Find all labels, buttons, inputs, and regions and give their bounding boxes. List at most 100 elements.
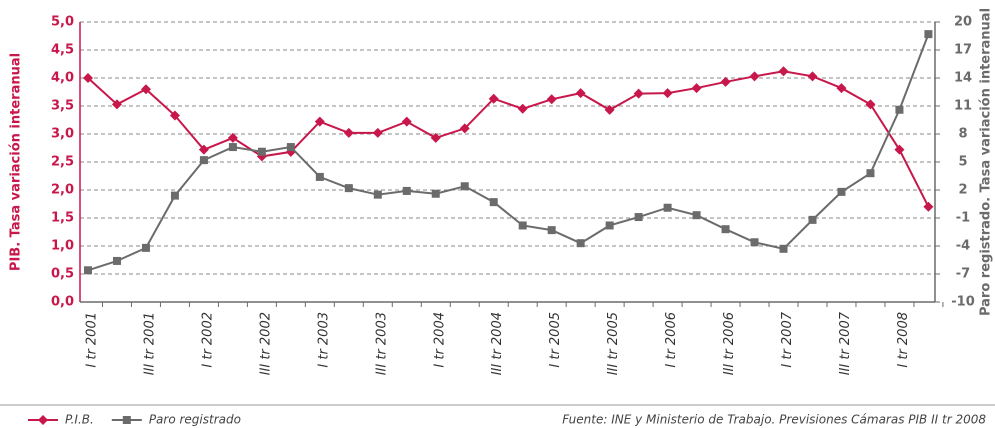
data-point bbox=[749, 71, 760, 82]
data-point bbox=[344, 184, 353, 193]
data-point bbox=[807, 71, 818, 82]
data-point bbox=[140, 84, 151, 95]
series-line bbox=[87, 70, 930, 208]
y2-tick-label: 8 bbox=[958, 127, 967, 142]
legend-marker bbox=[38, 415, 48, 425]
y-tick-label: 2,0 bbox=[51, 183, 74, 198]
data-point bbox=[575, 88, 586, 99]
y-tick-label: 4,0 bbox=[51, 71, 74, 86]
y2-tick-label: 17 bbox=[954, 43, 972, 58]
x-tick-label: I tr 2001 bbox=[85, 312, 100, 368]
data-point bbox=[546, 94, 557, 105]
data-point bbox=[720, 76, 731, 87]
data-point bbox=[517, 103, 528, 114]
data-point bbox=[459, 123, 470, 134]
data-point bbox=[778, 66, 789, 77]
data-point bbox=[634, 213, 643, 222]
data-point bbox=[488, 93, 499, 104]
data-point bbox=[112, 256, 121, 265]
legend-marker bbox=[122, 416, 131, 424]
legend-label: P.I.B. bbox=[65, 413, 94, 427]
y2-tick-label: -7 bbox=[956, 267, 970, 282]
data-point bbox=[518, 221, 527, 230]
data-point bbox=[576, 239, 585, 248]
data-point bbox=[431, 189, 440, 198]
data-point bbox=[257, 147, 266, 156]
data-point bbox=[865, 99, 876, 110]
y2-tick-label: -10 bbox=[951, 295, 975, 310]
data-point bbox=[604, 104, 615, 115]
data-point bbox=[402, 186, 411, 195]
data-point bbox=[866, 169, 875, 178]
y-tick-label: 2,5 bbox=[51, 155, 74, 170]
y2-tick-label: 20 bbox=[954, 15, 972, 30]
source: Fuente: INE y Ministerio de Trabajo. Pre… bbox=[562, 413, 986, 427]
data-point bbox=[401, 116, 412, 127]
x-tick-label: I tr 2007 bbox=[780, 311, 795, 367]
data-point bbox=[662, 88, 673, 99]
legend-label: Paro registrado bbox=[149, 413, 241, 427]
y-tick-label: 4,5 bbox=[51, 43, 74, 58]
x-tick-label: I tr 2002 bbox=[200, 312, 215, 368]
y-tick-label: 1,5 bbox=[51, 211, 74, 226]
y-tick-label: 3,5 bbox=[51, 99, 74, 114]
data-point bbox=[547, 226, 556, 235]
data-point bbox=[141, 243, 150, 252]
data-point bbox=[721, 225, 730, 234]
x-tick-label: I tr 2005 bbox=[548, 312, 563, 368]
x-tick-label: I tr 2004 bbox=[432, 312, 447, 368]
y-tick-label: 0,5 bbox=[51, 267, 74, 282]
x-tick-label: I tr 2006 bbox=[664, 312, 679, 368]
x-tick-label: III tr 2004 bbox=[490, 312, 505, 375]
data-point bbox=[663, 203, 672, 212]
data-point bbox=[923, 201, 934, 212]
data-point bbox=[837, 187, 846, 196]
y2-tick-label: -1 bbox=[956, 211, 970, 226]
data-point bbox=[228, 143, 237, 152]
y2-axis-label: Paro registrado. Tasa variación interanu… bbox=[979, 8, 994, 316]
data-point bbox=[692, 211, 701, 220]
data-point bbox=[605, 221, 614, 230]
data-point bbox=[199, 156, 208, 165]
y-tick-label: 1,0 bbox=[51, 239, 74, 254]
data-point bbox=[315, 172, 324, 181]
x-tick-label: III tr 2002 bbox=[258, 312, 273, 375]
x-tick-label: III tr 2005 bbox=[606, 312, 621, 375]
y-tick-label: 5,0 bbox=[51, 15, 74, 30]
data-point bbox=[198, 144, 209, 155]
data-point bbox=[750, 238, 759, 247]
series-line bbox=[87, 33, 930, 272]
y2-tick-label: 11 bbox=[954, 99, 972, 114]
data-point bbox=[227, 132, 238, 143]
y2-tick-label: 14 bbox=[954, 71, 972, 86]
y2-tick-label: 2 bbox=[958, 183, 967, 198]
y2-tick-label: 5 bbox=[958, 155, 967, 170]
y-tick-label: 0,0 bbox=[51, 295, 74, 310]
x-tick-label: III tr 2006 bbox=[722, 312, 737, 375]
data-point bbox=[83, 73, 93, 83]
data-point bbox=[808, 215, 817, 224]
y-axis-label: PIB. Tasa variación interanual bbox=[9, 53, 24, 271]
data-point bbox=[169, 110, 180, 121]
data-point bbox=[170, 191, 179, 200]
data-point bbox=[779, 244, 788, 253]
data-point bbox=[460, 182, 469, 191]
data-point bbox=[372, 127, 383, 138]
data-point bbox=[111, 99, 122, 110]
data-point bbox=[314, 116, 325, 127]
x-tick-label: III tr 2001 bbox=[142, 312, 157, 375]
data-point bbox=[84, 266, 92, 275]
data-point bbox=[924, 30, 933, 39]
data-point bbox=[373, 190, 382, 199]
x-tick-label: I tr 2008 bbox=[896, 312, 911, 368]
data-point bbox=[430, 132, 441, 143]
data-point bbox=[691, 83, 702, 94]
y-tick-label: 3,0 bbox=[51, 127, 74, 142]
x-tick-label: III tr 2007 bbox=[838, 311, 853, 375]
data-point bbox=[895, 105, 904, 114]
data-point bbox=[343, 127, 354, 138]
x-tick-label: I tr 2003 bbox=[316, 312, 331, 368]
data-point bbox=[836, 83, 847, 94]
